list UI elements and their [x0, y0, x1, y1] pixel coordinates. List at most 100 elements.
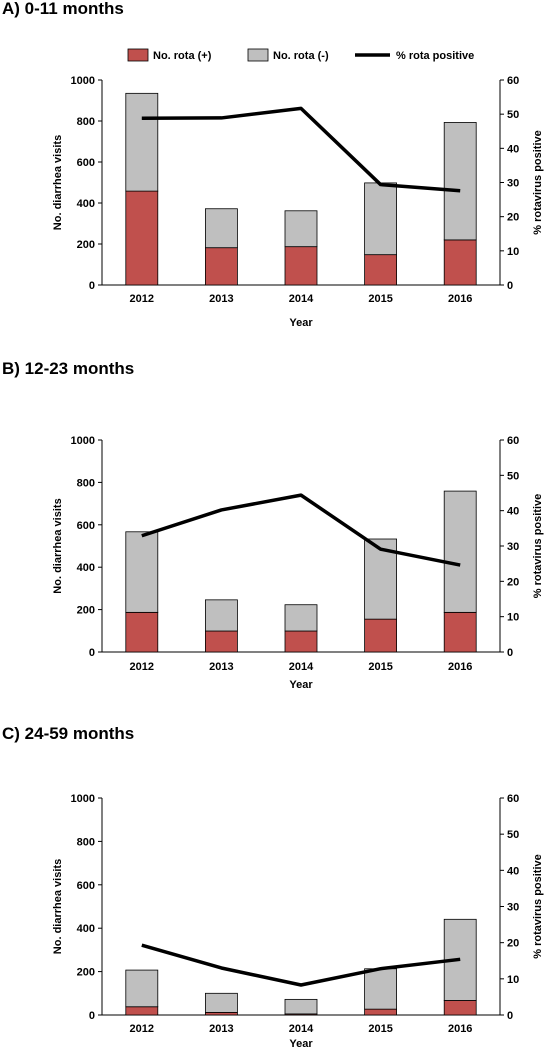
x-axis-label: Year: [289, 679, 313, 691]
y2-tick-label: 30: [507, 178, 519, 190]
y2-tick-label: 40: [507, 865, 519, 877]
y-tick-label: 1000: [71, 435, 95, 447]
x-tick-label: 2012: [130, 1023, 154, 1035]
bar-negative-2012: [125, 531, 159, 613]
bar-negative-2013: [204, 992, 238, 1013]
y2-tick-label: 20: [507, 576, 519, 588]
y2-tick-label: 60: [507, 75, 519, 87]
pct-positive-line: [141, 493, 461, 567]
legend-label-pct: % rota positive: [396, 50, 474, 62]
x-axis-label: Year: [289, 317, 313, 329]
y2-axis-label: % rotavirus positive: [532, 494, 544, 599]
y-tick-label: 600: [77, 157, 95, 169]
y2-tick-label: 50: [507, 109, 519, 121]
bar-negative-2015: [364, 968, 398, 1010]
y-tick-label: 800: [77, 477, 95, 489]
y-tick-label: 0: [89, 1010, 95, 1022]
x-tick-label: 2014: [289, 1023, 314, 1035]
y-tick-label: 1000: [71, 793, 95, 805]
y2-tick-label: 60: [507, 435, 519, 447]
y2-tick-label: 60: [507, 793, 519, 805]
pct-positive-line: [141, 943, 461, 987]
chart-panel-2: B) 12-23 months 0 200 400 600 800 1000 0 10 20 30 4…: [2, 359, 544, 691]
bar-positive-2016: [443, 239, 477, 286]
y-axis-label: No. diarrhea visits: [52, 859, 64, 954]
legend-label-positive: No. rota (+): [153, 50, 212, 62]
x-axis-label: Year: [289, 1038, 313, 1050]
y-tick-label: 0: [89, 647, 95, 659]
y2-tick-label: 50: [507, 470, 519, 482]
x-tick-label: 2015: [368, 293, 392, 305]
legend-swatch-positive: [127, 48, 149, 62]
bar-positive-2012: [125, 1006, 159, 1016]
chart-panel-3: C) 24-59 months 0 200 400 600 800 1000 0 10 20 30 4…: [2, 724, 544, 1050]
x-tick-label: 2015: [368, 1023, 392, 1035]
legend-swatch-negative: [247, 48, 269, 62]
y2-tick-label: 10: [507, 612, 519, 624]
panel-title: C) 24-59 months: [2, 724, 134, 743]
bar-positive-2013: [204, 247, 238, 286]
x-tick-label: 2013: [209, 293, 233, 305]
bar-negative-2016: [443, 490, 477, 613]
bar-positive-2012: [125, 190, 159, 286]
bar-positive-2015: [364, 618, 398, 653]
y-tick-label: 1000: [71, 75, 95, 87]
bar-negative-2012: [125, 92, 159, 192]
y2-axis-label: % rotavirus positive: [532, 854, 544, 959]
y-axis-label: No. diarrhea visits: [52, 135, 64, 230]
y-tick-label: 400: [77, 198, 95, 210]
y2-tick-label: 40: [507, 143, 519, 155]
legend-label-negative: No. rota (-): [273, 50, 329, 62]
y2-tick-label: 20: [507, 212, 519, 224]
x-tick-label: 2014: [289, 661, 314, 673]
bar-negative-2012: [125, 969, 159, 1008]
x-tick-label: 2016: [448, 293, 472, 305]
y2-tick-label: 0: [507, 1010, 513, 1022]
y-tick-label: 600: [77, 880, 95, 892]
x-tick-label: 2014: [289, 293, 314, 305]
y-tick-label: 200: [77, 239, 95, 251]
y-tick-label: 400: [77, 562, 95, 574]
x-tick-label: 2015: [368, 661, 392, 673]
y-tick-label: 200: [77, 605, 95, 617]
bar-positive-2015: [364, 254, 398, 286]
bar-positive-2015: [364, 1008, 398, 1016]
y-tick-label: 400: [77, 923, 95, 935]
panel-title: A) 0-11 months: [2, 0, 124, 18]
y2-axis-label: % rotavirus positive: [532, 130, 544, 235]
bar-positive-2013: [204, 630, 238, 653]
bar-negative-2013: [204, 599, 238, 632]
bar-negative-2014: [284, 210, 318, 248]
y-tick-label: 0: [89, 280, 95, 292]
y2-tick-label: 10: [507, 974, 519, 986]
panel-title: B) 12-23 months: [2, 359, 134, 378]
bar-positive-2014: [284, 246, 318, 286]
y2-tick-label: 10: [507, 246, 519, 258]
legend: No. rota (+) No. rota (-) % rota positiv…: [127, 48, 474, 62]
x-tick-label: 2016: [448, 661, 472, 673]
bar-positive-2012: [125, 611, 159, 653]
bar-positive-2014: [284, 630, 318, 653]
chart-panel-1: A) 0-11 months 0 200 400 600 800 1000 0 10 20 30 40…: [2, 0, 544, 329]
y-tick-label: 800: [77, 116, 95, 128]
bar-negative-2016: [443, 122, 477, 241]
x-tick-label: 2013: [209, 1023, 233, 1035]
bar-negative-2014: [284, 998, 318, 1015]
y2-tick-label: 40: [507, 506, 519, 518]
x-tick-label: 2013: [209, 661, 233, 673]
y2-tick-label: 0: [507, 280, 513, 292]
y-tick-label: 800: [77, 836, 95, 848]
y2-tick-label: 20: [507, 938, 519, 950]
bar-positive-2016: [443, 611, 477, 653]
y2-tick-label: 50: [507, 829, 519, 841]
x-tick-label: 2012: [130, 661, 154, 673]
y-tick-label: 200: [77, 967, 95, 979]
y2-tick-label: 30: [507, 541, 519, 553]
y-tick-label: 600: [77, 520, 95, 532]
bar-negative-2014: [284, 604, 318, 632]
y-axis-label: No. diarrhea visits: [52, 498, 64, 593]
y2-tick-label: 0: [507, 647, 513, 659]
pct-positive-line: [141, 106, 461, 193]
x-tick-label: 2016: [448, 1023, 472, 1035]
